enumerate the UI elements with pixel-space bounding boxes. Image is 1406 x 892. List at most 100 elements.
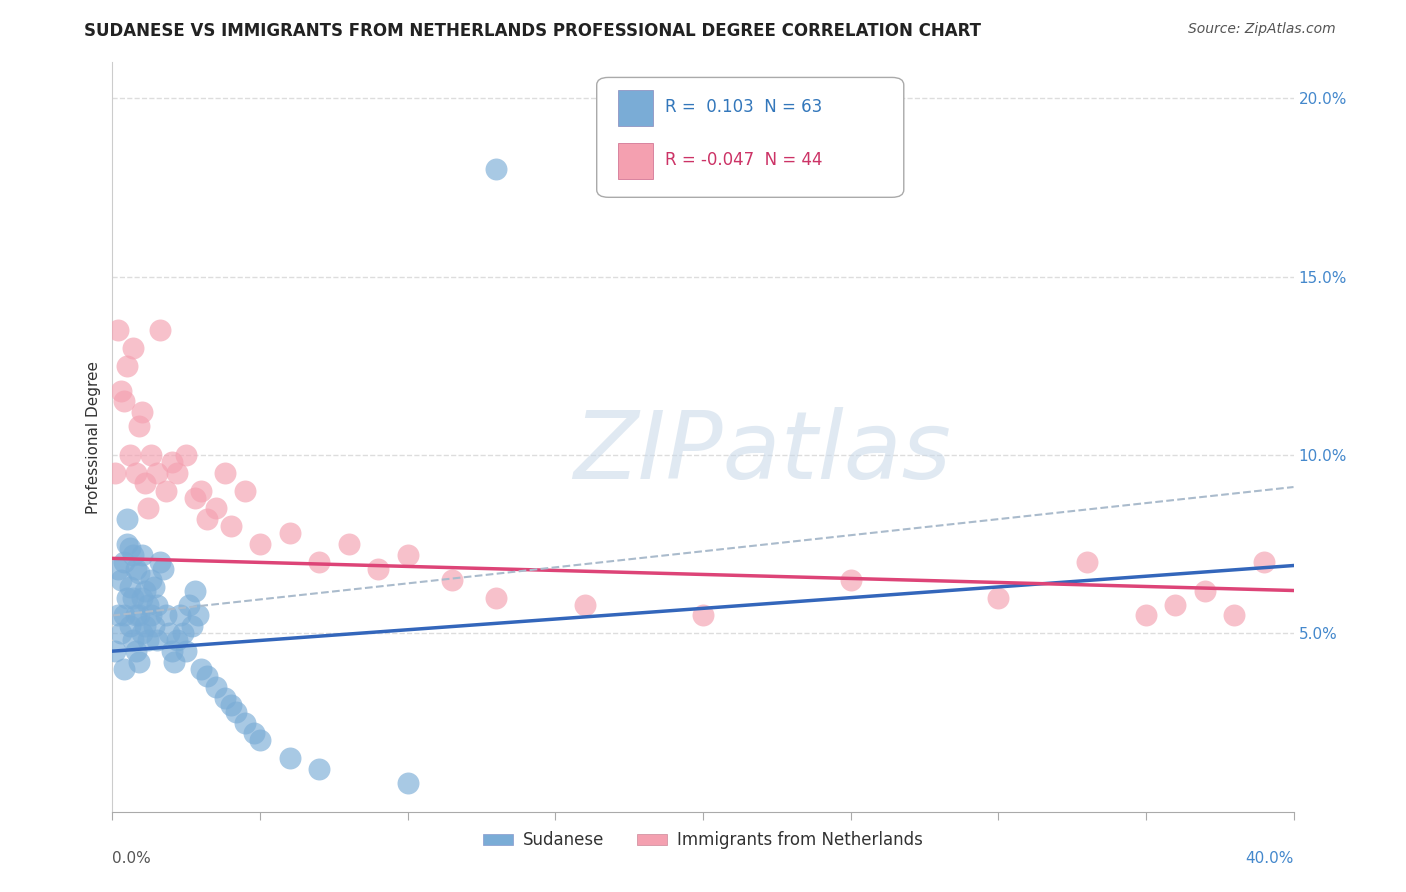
Point xyxy=(139,573,162,587)
Text: R = -0.047  N = 44: R = -0.047 N = 44 xyxy=(665,151,823,169)
Point xyxy=(131,405,153,419)
Point xyxy=(181,619,204,633)
Point xyxy=(134,619,156,633)
Point xyxy=(110,626,132,640)
Point xyxy=(214,466,236,480)
Point xyxy=(128,566,150,580)
Point xyxy=(125,466,148,480)
Point xyxy=(122,633,145,648)
Point xyxy=(184,583,207,598)
Point xyxy=(219,698,242,712)
Point xyxy=(146,633,169,648)
Point xyxy=(205,680,228,694)
Point xyxy=(174,644,197,658)
FancyBboxPatch shape xyxy=(596,78,904,197)
Point xyxy=(190,483,212,498)
Point xyxy=(122,341,145,355)
Point xyxy=(485,591,508,605)
Point xyxy=(146,466,169,480)
Point xyxy=(367,562,389,576)
Point xyxy=(136,501,159,516)
Legend: Sudanese, Immigrants from Netherlands: Sudanese, Immigrants from Netherlands xyxy=(477,824,929,855)
Point xyxy=(160,455,183,469)
Point xyxy=(122,548,145,562)
Point xyxy=(160,644,183,658)
Text: R =  0.103  N = 63: R = 0.103 N = 63 xyxy=(665,98,823,116)
Point xyxy=(441,573,464,587)
Point xyxy=(278,751,301,765)
Point xyxy=(233,483,256,498)
Point xyxy=(112,555,135,569)
Point xyxy=(214,690,236,705)
Point xyxy=(1223,608,1246,623)
Point xyxy=(187,608,209,623)
Point xyxy=(169,608,191,623)
Text: 40.0%: 40.0% xyxy=(1246,851,1294,865)
Point xyxy=(149,555,172,569)
Point xyxy=(146,598,169,612)
Point xyxy=(117,537,138,551)
Text: SUDANESE VS IMMIGRANTS FROM NETHERLANDS PROFESSIONAL DEGREE CORRELATION CHART: SUDANESE VS IMMIGRANTS FROM NETHERLANDS … xyxy=(84,22,981,40)
Point xyxy=(839,573,862,587)
Point xyxy=(155,608,177,623)
Point xyxy=(308,555,330,569)
Point xyxy=(166,466,188,480)
Point xyxy=(485,162,508,177)
Point xyxy=(125,644,148,658)
Point xyxy=(1135,608,1157,623)
Point xyxy=(195,669,218,683)
Point xyxy=(243,726,266,740)
Point xyxy=(112,608,135,623)
Point xyxy=(142,580,165,594)
Point xyxy=(134,476,156,491)
Point xyxy=(396,776,419,790)
Point xyxy=(112,394,135,409)
Point xyxy=(155,483,177,498)
Point xyxy=(278,526,301,541)
Point xyxy=(104,644,127,658)
Point xyxy=(134,583,156,598)
Point xyxy=(249,733,271,747)
Point xyxy=(122,591,145,605)
Point xyxy=(1194,583,1216,598)
Point xyxy=(128,655,150,669)
Point xyxy=(117,359,138,373)
Point xyxy=(149,323,172,337)
Point xyxy=(104,466,127,480)
Y-axis label: Professional Degree: Professional Degree xyxy=(86,360,101,514)
Point xyxy=(128,608,150,623)
Point xyxy=(1076,555,1098,569)
Point xyxy=(163,655,186,669)
Point xyxy=(110,384,132,398)
Point xyxy=(233,715,256,730)
Point xyxy=(152,562,174,576)
Point xyxy=(396,548,419,562)
Point xyxy=(184,491,207,505)
Point xyxy=(117,591,138,605)
Point xyxy=(225,705,247,719)
Point xyxy=(117,512,138,526)
Point xyxy=(120,541,142,555)
Point xyxy=(131,626,153,640)
FancyBboxPatch shape xyxy=(619,90,654,126)
Point xyxy=(125,608,148,623)
Point xyxy=(172,626,194,640)
Point xyxy=(219,519,242,533)
Point xyxy=(166,633,188,648)
Point xyxy=(107,323,129,337)
Text: 0.0%: 0.0% xyxy=(112,851,152,865)
Point xyxy=(574,598,596,612)
Point xyxy=(131,591,153,605)
Point xyxy=(128,419,150,434)
FancyBboxPatch shape xyxy=(619,143,654,178)
Point xyxy=(120,619,142,633)
Point xyxy=(195,512,218,526)
Point xyxy=(249,537,271,551)
Point xyxy=(120,448,142,462)
Point xyxy=(174,448,197,462)
Point xyxy=(308,762,330,776)
Point xyxy=(1164,598,1187,612)
Point xyxy=(107,608,129,623)
Point xyxy=(157,626,180,640)
Point xyxy=(692,608,714,623)
